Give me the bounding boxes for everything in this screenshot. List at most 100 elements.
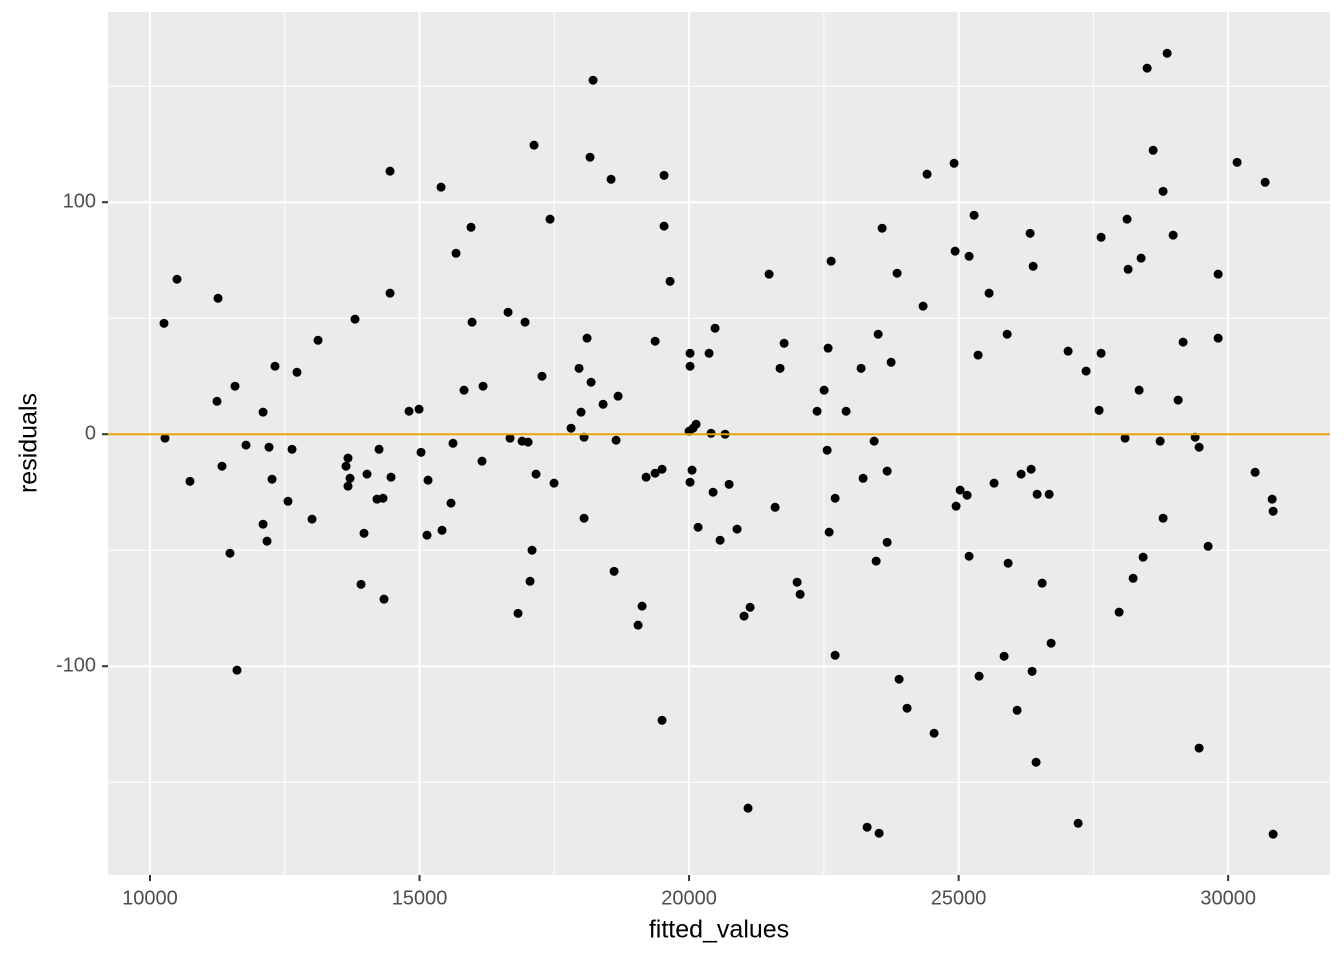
point bbox=[598, 399, 608, 409]
point bbox=[685, 348, 695, 358]
point bbox=[1148, 145, 1158, 155]
point bbox=[1073, 818, 1083, 828]
point bbox=[1096, 348, 1106, 358]
point bbox=[1002, 329, 1012, 339]
point bbox=[343, 453, 353, 463]
point bbox=[549, 478, 559, 488]
point bbox=[1028, 261, 1038, 271]
point bbox=[1268, 506, 1278, 516]
point bbox=[404, 406, 414, 416]
point bbox=[1260, 177, 1270, 187]
point bbox=[1194, 743, 1204, 753]
point bbox=[362, 469, 372, 479]
point bbox=[537, 371, 547, 381]
point bbox=[159, 318, 169, 328]
point bbox=[566, 423, 576, 433]
point bbox=[1268, 829, 1278, 839]
point bbox=[313, 335, 323, 345]
point bbox=[1128, 573, 1138, 583]
point bbox=[685, 361, 695, 371]
x-tick-label: 20000 bbox=[661, 887, 717, 909]
point bbox=[230, 381, 240, 391]
point bbox=[1094, 405, 1104, 415]
point bbox=[477, 456, 487, 466]
point bbox=[1232, 157, 1242, 167]
point bbox=[1267, 494, 1277, 504]
point bbox=[1122, 214, 1132, 224]
point bbox=[582, 333, 592, 343]
point bbox=[1178, 337, 1188, 347]
point bbox=[579, 513, 589, 523]
point bbox=[270, 361, 280, 371]
point bbox=[160, 433, 170, 443]
point bbox=[1136, 253, 1146, 263]
point bbox=[1037, 578, 1047, 588]
point bbox=[691, 419, 701, 429]
point bbox=[969, 210, 979, 220]
point bbox=[217, 461, 227, 471]
point bbox=[830, 650, 840, 660]
point bbox=[819, 385, 829, 395]
point bbox=[1120, 433, 1130, 443]
point bbox=[779, 338, 789, 348]
x-tick-label: 10000 bbox=[122, 887, 178, 909]
point bbox=[345, 473, 355, 483]
point bbox=[436, 182, 446, 192]
point bbox=[613, 391, 623, 401]
point bbox=[984, 288, 994, 298]
point bbox=[416, 447, 426, 457]
point bbox=[545, 214, 555, 224]
point bbox=[386, 472, 396, 482]
point bbox=[287, 444, 297, 454]
point bbox=[724, 479, 734, 489]
point bbox=[213, 293, 223, 303]
point bbox=[902, 703, 912, 713]
point bbox=[894, 674, 904, 684]
point bbox=[414, 404, 424, 414]
point bbox=[858, 473, 868, 483]
point bbox=[822, 445, 832, 455]
point bbox=[657, 464, 667, 474]
point bbox=[1173, 395, 1183, 405]
point bbox=[704, 348, 714, 358]
point bbox=[950, 246, 960, 256]
point bbox=[525, 576, 535, 586]
point bbox=[1031, 757, 1041, 767]
point bbox=[657, 715, 667, 725]
point bbox=[586, 377, 596, 387]
point bbox=[446, 498, 456, 508]
y-tick-label: 100 bbox=[63, 191, 96, 213]
x-tick-label: 15000 bbox=[392, 887, 448, 909]
point bbox=[225, 548, 235, 558]
point bbox=[874, 828, 884, 838]
point bbox=[856, 363, 866, 373]
point bbox=[1114, 607, 1124, 617]
point bbox=[1027, 666, 1037, 676]
point bbox=[764, 269, 774, 279]
point bbox=[1081, 366, 1091, 376]
point bbox=[531, 469, 541, 479]
point bbox=[185, 476, 195, 486]
point bbox=[379, 594, 389, 604]
point bbox=[1158, 513, 1168, 523]
point bbox=[951, 501, 961, 511]
point bbox=[770, 502, 780, 512]
point bbox=[258, 519, 268, 529]
point bbox=[606, 174, 616, 184]
point bbox=[871, 556, 881, 566]
point bbox=[989, 478, 999, 488]
point bbox=[503, 307, 513, 317]
point bbox=[710, 323, 720, 333]
point bbox=[459, 385, 469, 395]
point bbox=[451, 248, 461, 258]
point bbox=[1012, 705, 1022, 715]
point bbox=[955, 485, 965, 495]
point bbox=[962, 490, 972, 500]
point bbox=[708, 487, 718, 497]
point bbox=[423, 475, 433, 485]
point bbox=[1044, 489, 1054, 499]
point bbox=[687, 465, 697, 475]
y-tick-label: -100 bbox=[56, 654, 96, 676]
point bbox=[650, 468, 660, 478]
